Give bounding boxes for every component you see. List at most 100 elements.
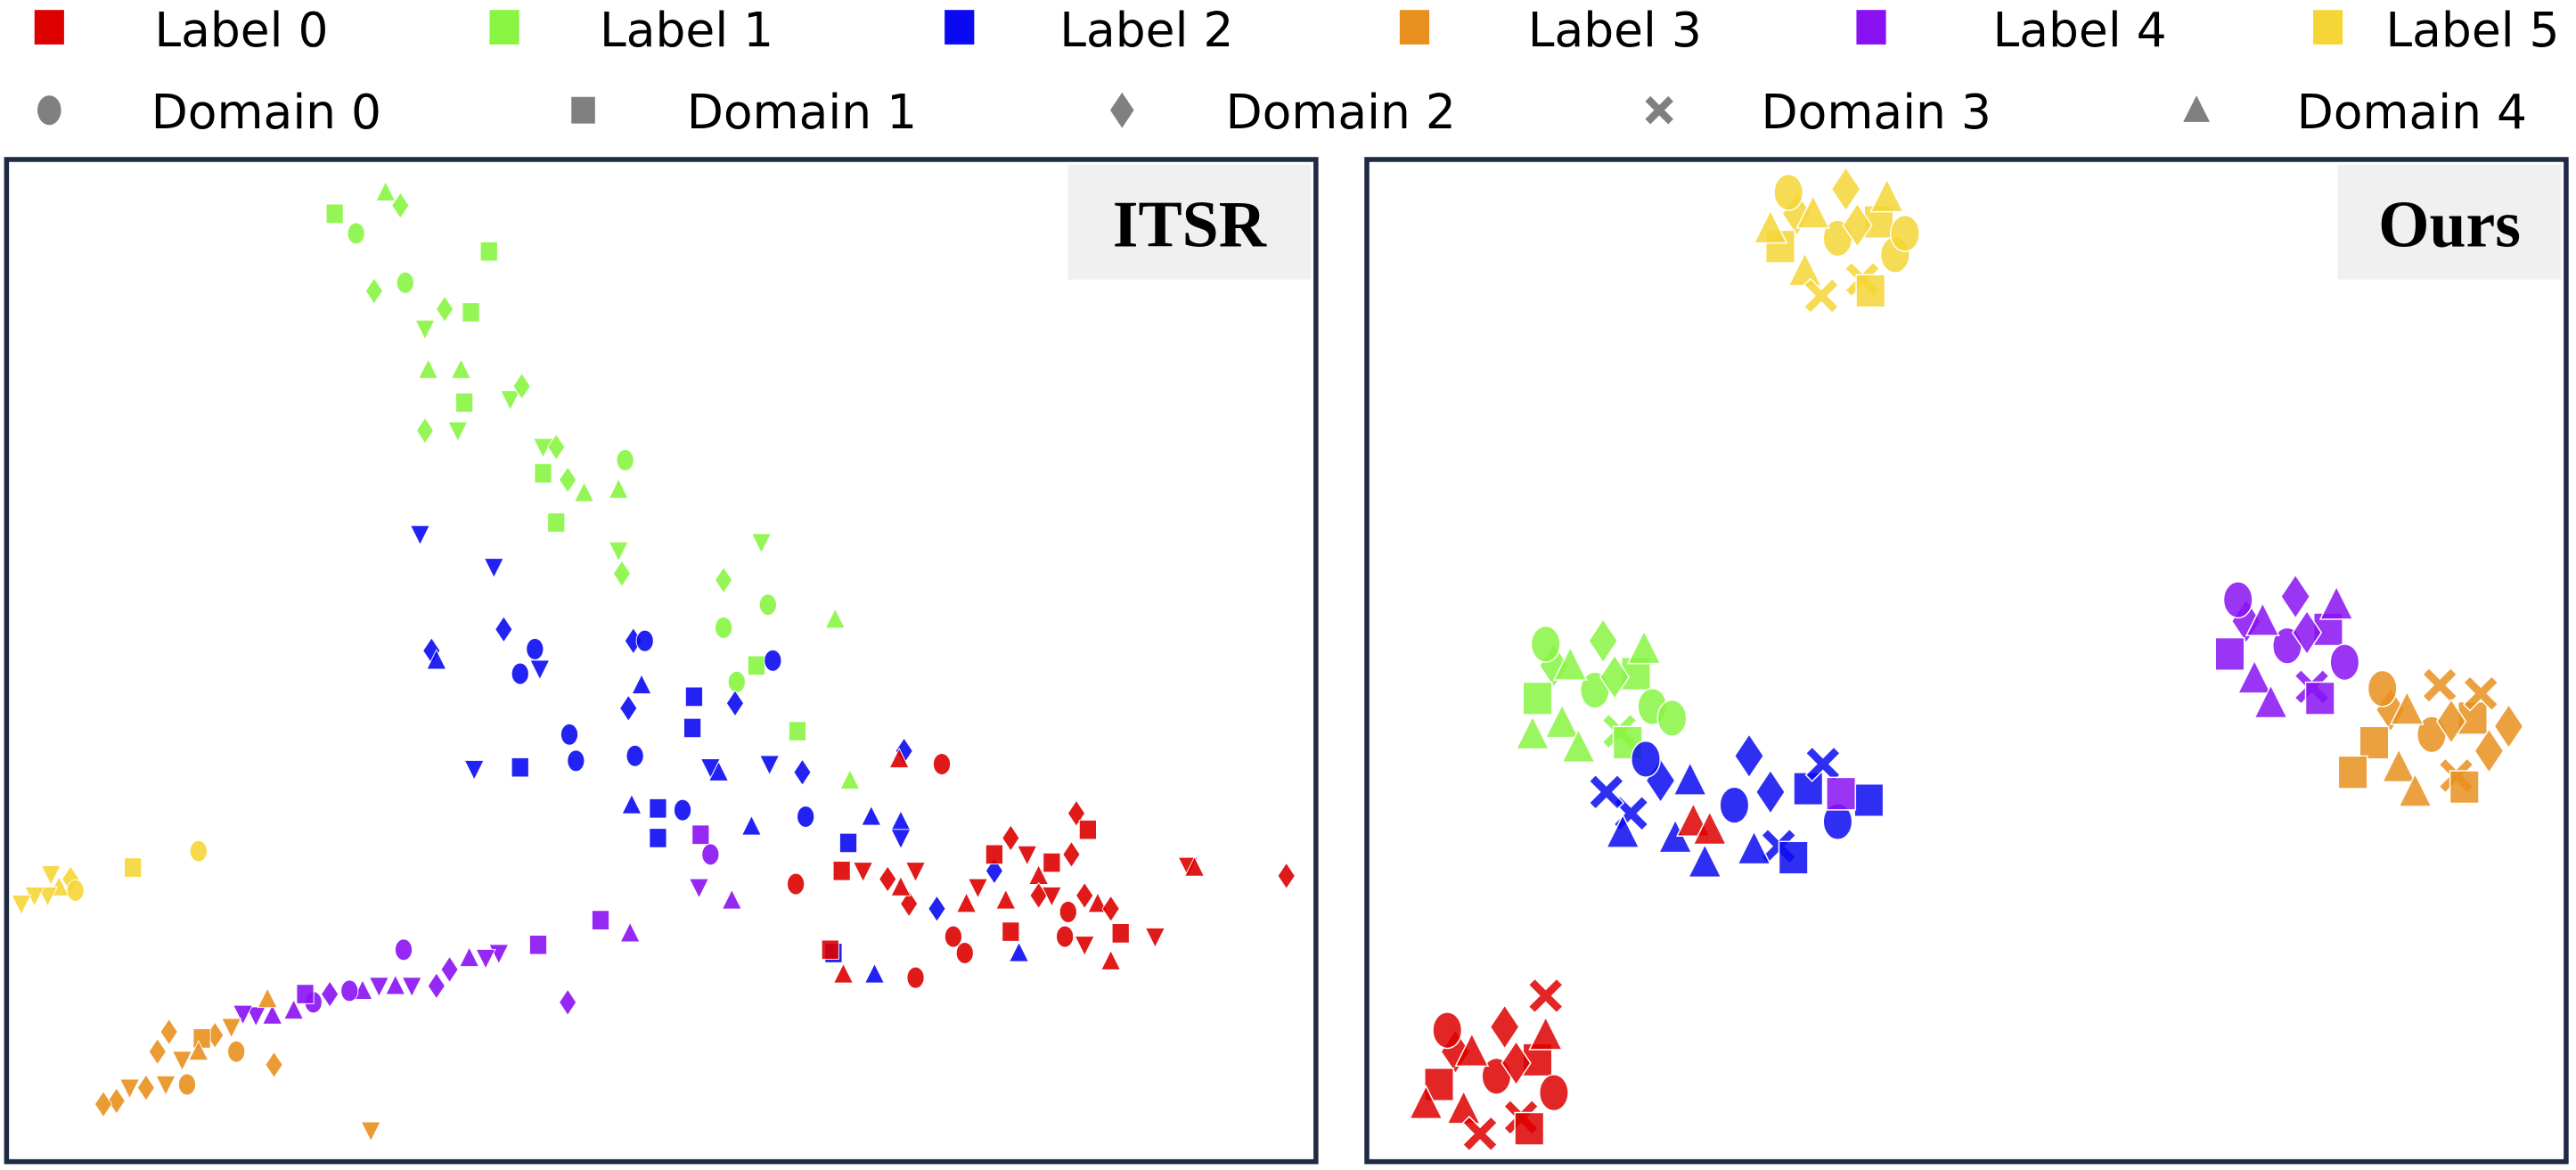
point-label-2-square bbox=[649, 828, 667, 848]
point-label-5-circle bbox=[1889, 214, 1920, 252]
point-label-0-diamond bbox=[1075, 881, 1094, 910]
point-label-1-triangle-up bbox=[574, 481, 595, 503]
point-label-3-triangle-up bbox=[2381, 748, 2417, 783]
point-label-4-square bbox=[1826, 776, 1857, 811]
point-label-3-diamond bbox=[94, 1090, 113, 1118]
point-label-4-triangle-up bbox=[619, 921, 641, 943]
point-label-4-circle bbox=[2329, 643, 2360, 682]
point-label-4-triangle-down bbox=[245, 1006, 266, 1027]
point-label-3-triangle-up bbox=[2398, 772, 2433, 807]
point-label-3-square bbox=[192, 1028, 211, 1049]
point-label-1-triangle-down bbox=[414, 319, 436, 340]
legend-marker-triangle-up-icon bbox=[2183, 95, 2211, 122]
point-label-2-circle bbox=[1631, 740, 1661, 778]
point-label-3-diamond bbox=[2493, 703, 2524, 749]
point-label-1-triangle-up bbox=[375, 180, 397, 201]
point-label-0-diamond bbox=[879, 865, 897, 893]
point-label-0-circle bbox=[1056, 925, 1075, 948]
point-label-2-square bbox=[684, 686, 703, 708]
point-label-2-square bbox=[838, 832, 858, 854]
point-label-1-square bbox=[547, 512, 566, 533]
point-label-2-circle bbox=[626, 744, 644, 767]
point-label-0-square bbox=[1514, 1111, 1545, 1146]
point-label-3-circle bbox=[177, 1073, 196, 1096]
panel-itsr-points bbox=[11, 180, 1296, 1142]
point-label-0-circle bbox=[955, 942, 974, 964]
point-label-4-diamond bbox=[440, 955, 459, 984]
point-label-4-square bbox=[691, 824, 710, 845]
panel-itsr-frame bbox=[4, 157, 1319, 1165]
point-label-4-triangle-down bbox=[401, 977, 422, 998]
point-label-4-triangle-up bbox=[721, 888, 742, 910]
point-label-0-triangle-down bbox=[1144, 928, 1165, 949]
point-label-1-circle bbox=[727, 670, 746, 693]
point-label-0-triangle-up bbox=[1408, 1084, 1443, 1120]
point-label-1-square bbox=[325, 203, 344, 225]
point-label-4-square bbox=[296, 984, 315, 1004]
point-label-3-square bbox=[2449, 770, 2480, 805]
point-label-1-triangle-down bbox=[750, 533, 772, 554]
point-label-1-triangle-up bbox=[608, 478, 629, 499]
legend-text-domain-2: Domain 2 bbox=[1225, 84, 1455, 140]
point-label-3-triangle-up bbox=[257, 987, 278, 1009]
panel-ours: Ours bbox=[1364, 157, 2569, 1165]
point-label-1-square bbox=[1522, 681, 1553, 716]
point-label-0-diamond bbox=[1277, 862, 1296, 890]
point-label-2-triangle-up bbox=[861, 805, 882, 826]
point-label-0-triangle-up bbox=[1087, 892, 1108, 913]
point-label-0-diamond bbox=[1062, 840, 1081, 869]
point-label-4-circle bbox=[701, 843, 720, 866]
point-label-4-circle bbox=[340, 979, 359, 1002]
point-label-0-circle bbox=[1538, 1074, 1569, 1112]
legend-marker-diamond-icon bbox=[1110, 92, 1134, 128]
point-label-2-circle bbox=[560, 723, 579, 746]
point-label-0-triangle-down bbox=[1074, 936, 1095, 957]
point-label-2-diamond bbox=[793, 758, 812, 786]
point-label-1-diamond bbox=[559, 466, 577, 494]
legend-marker-x-icon bbox=[1645, 95, 1673, 125]
point-label-4-circle bbox=[394, 938, 413, 961]
point-label-0-square bbox=[1002, 921, 1020, 942]
point-label-1-circle bbox=[758, 593, 777, 617]
point-label-0-square bbox=[1078, 819, 1097, 840]
point-label-0-square bbox=[832, 861, 851, 881]
panel-ours-title-box bbox=[2337, 164, 2562, 280]
point-label-2-circle bbox=[567, 749, 585, 773]
point-label-1-triangle-up bbox=[418, 357, 439, 380]
point-label-1-diamond bbox=[415, 416, 435, 445]
point-label-4-diamond bbox=[427, 972, 446, 1000]
panel-itsr-title: ITSR bbox=[1113, 188, 1267, 261]
point-label-4-triangle-down bbox=[688, 878, 709, 899]
point-label-0-diamond bbox=[1002, 824, 1020, 852]
point-label-2-triangle-down bbox=[890, 829, 912, 850]
legend-text-domain-4: Domain 4 bbox=[2297, 84, 2527, 140]
point-label-0-triangle-down bbox=[967, 878, 989, 899]
panel-ours-title: Ours bbox=[2378, 188, 2521, 261]
point-label-3-circle bbox=[227, 1040, 246, 1063]
point-label-4-triangle-down bbox=[233, 1004, 254, 1026]
point-label-2-diamond bbox=[985, 857, 1004, 885]
point-label-4-triangle-up bbox=[2253, 683, 2288, 719]
point-label-2-triangle-up bbox=[1737, 830, 1771, 865]
point-label-1-triangle-up bbox=[1626, 629, 1662, 665]
point-label-2-diamond bbox=[725, 690, 745, 717]
point-label-1-diamond bbox=[364, 277, 383, 305]
point-label-4-circle bbox=[2222, 581, 2253, 619]
point-label-0-triangle-up bbox=[1528, 1015, 1564, 1051]
point-label-2-circle bbox=[526, 637, 544, 660]
point-label-1-circle bbox=[347, 222, 365, 245]
point-label-3-triangle-down bbox=[360, 1121, 381, 1142]
legend-swatch-label-0 bbox=[34, 10, 64, 45]
point-label-2-triangle-down bbox=[759, 755, 781, 776]
point-label-3-diamond bbox=[136, 1074, 156, 1101]
point-label-1-circle bbox=[616, 448, 634, 471]
point-label-0-circle bbox=[1059, 900, 1077, 923]
point-label-0-square bbox=[985, 844, 1003, 865]
point-label-2-triangle-up bbox=[631, 673, 652, 695]
point-label-4-square bbox=[2304, 681, 2335, 716]
point-label-0-circle bbox=[787, 872, 806, 896]
legend: Label 0 Label 1 Label 2 Label 3 Label 4 … bbox=[34, 2, 2560, 140]
point-label-5-circle bbox=[66, 879, 85, 902]
point-label-1-square bbox=[455, 392, 474, 413]
point-label-4-square bbox=[528, 935, 548, 955]
